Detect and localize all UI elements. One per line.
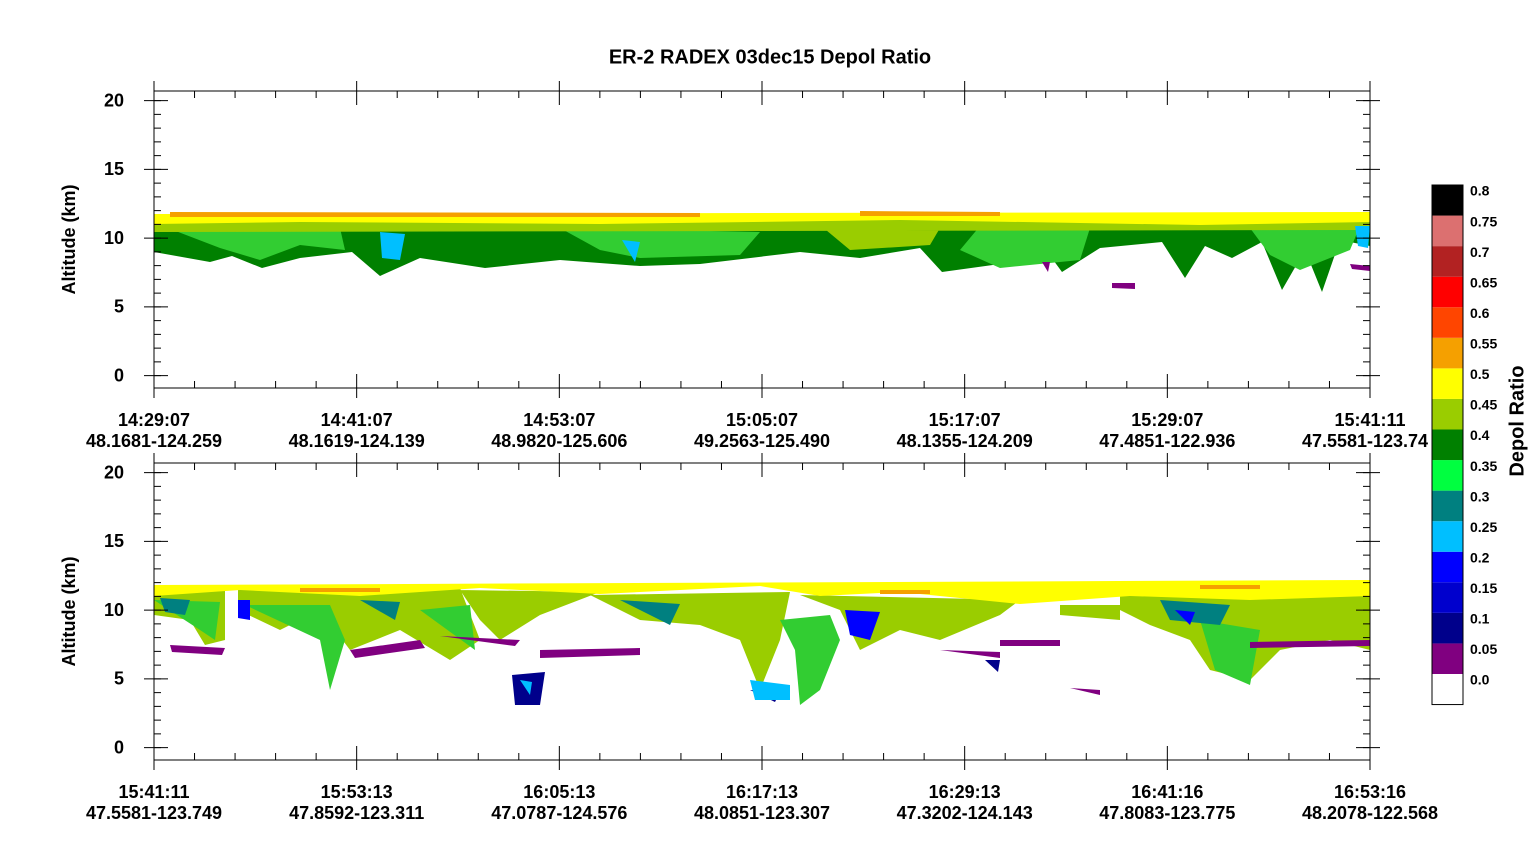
colorbar-tick-label: 0.75 (1470, 213, 1497, 229)
x-tick-time: 15:05:07 (726, 410, 798, 430)
y-tick-label: 10 (104, 600, 124, 620)
colorbar-band (1432, 215, 1463, 247)
colorbar-tick-label: 0.7 (1470, 244, 1490, 260)
colorbar-band (1432, 307, 1463, 338)
y-tick-label: 20 (104, 90, 124, 110)
colorbar-tick-label: 0.15 (1470, 580, 1497, 596)
x-tick-time: 15:53:13 (321, 782, 393, 802)
x-tick-time: 16:29:13 (929, 782, 1001, 802)
y-tick-label: 15 (104, 531, 124, 551)
y-axis-label: Altitude (km) (59, 556, 79, 666)
x-tick-position: 47.4851-122.936 (1099, 431, 1235, 451)
x-tick-position: 48.0851-123.307 (694, 803, 830, 823)
y-tick-label: 0 (114, 365, 124, 385)
x-tick-time: 14:41:07 (321, 410, 393, 430)
colorbar-band (1432, 490, 1463, 522)
colorbar-tick-label: 0.5 (1470, 366, 1490, 382)
colorbar-band (1432, 582, 1463, 613)
x-tick-position: 47.8592-123.311 (289, 803, 424, 823)
x-tick-time: 15:41:11 (118, 782, 189, 802)
x-tick-time: 15:29:07 (1131, 410, 1203, 430)
x-tick-time: 14:29:07 (118, 410, 190, 430)
x-tick-position: 48.2078-122.568 (1302, 803, 1438, 823)
colorbar-tick-label: 0.25 (1470, 519, 1497, 535)
y-tick-label: 5 (114, 297, 124, 317)
colorbar-band (1432, 398, 1463, 430)
colorbar-tick-label: 0.35 (1470, 458, 1497, 474)
colorbar-tick-label: 0.2 (1470, 549, 1490, 565)
x-tick-time: 16:17:13 (726, 782, 798, 802)
x-tick-position: 48.1619-124.139 (289, 431, 425, 451)
colorbar-tick-label: 0.8 (1470, 183, 1490, 199)
y-tick-label: 15 (104, 159, 124, 179)
x-tick-position: 47.5581-123.749 (1302, 431, 1438, 451)
colorbar-tick-label: 0.4 (1470, 427, 1490, 443)
colorbar-tick-label: 0.1 (1470, 611, 1490, 627)
colorbar-label: Depol Ratio (1506, 365, 1528, 476)
cloud-field-top (154, 211, 1370, 292)
y-tick-label: 5 (114, 669, 124, 689)
colorbar-tick-label: 0.3 (1470, 488, 1490, 504)
x-tick-position: 47.0787-124.576 (491, 803, 627, 823)
colorbar-band (1432, 185, 1463, 216)
colorbar-band (1432, 276, 1463, 308)
x-tick-time: 15:17:07 (929, 410, 1001, 430)
x-tick-position: 48.9820-125.606 (491, 431, 627, 451)
colorbar-band (1432, 429, 1463, 461)
y-tick-label: 0 (114, 737, 124, 757)
colorbar-band (1432, 521, 1463, 552)
y-tick-label: 10 (104, 228, 124, 248)
x-tick-position: 47.5581-123.749 (86, 803, 222, 823)
x-tick-time: 16:53:16 (1334, 782, 1406, 802)
colorbar-tick-label: 0.65 (1470, 274, 1497, 290)
colorbar-band (1432, 337, 1463, 369)
colorbar-tick-label: 0.45 (1470, 397, 1497, 413)
colorbar-band (1432, 551, 1463, 583)
colorbar-tick-label: 0.05 (1470, 641, 1497, 657)
cloud-field-bottom (154, 580, 1370, 705)
colorbar-band (1432, 368, 1463, 399)
x-tick-position: 48.1681-124.259 (86, 431, 222, 451)
x-tick-position: 49.2563-125.490 (694, 431, 830, 451)
chart-title: ER-2 RADEX 03dec15 Depol Ratio (609, 46, 931, 68)
x-tick-time: 15:41:11 (1334, 410, 1405, 430)
colorbar-frame (1431, 184, 1464, 706)
y-tick-label: 20 (104, 462, 124, 482)
colorbar-tick-label: 0.55 (1470, 336, 1497, 352)
x-tick-time: 16:05:13 (523, 782, 595, 802)
colorbar-tick-label: 0.0 (1470, 672, 1490, 688)
x-tick-time: 16:41:16 (1131, 782, 1203, 802)
colorbar-tick-label: 0.6 (1470, 305, 1490, 321)
colorbar-band (1432, 643, 1463, 674)
x-tick-position: 48.1355-124.209 (897, 431, 1033, 451)
x-tick-position: 47.3202-124.143 (897, 803, 1033, 823)
y-axis-label: Altitude (km) (59, 184, 79, 294)
colorbar-band (1432, 612, 1463, 644)
colorbar-band (1432, 460, 1463, 491)
colorbar: 0.0 0.05 0.1 0.15 0.2 0.25 0.3 0.35 0.4 0.45 0.5 0.… (1428, 180, 1540, 720)
colorbar-band (1432, 246, 1463, 277)
x-tick-time: 14:53:07 (523, 410, 595, 430)
colorbar-band (1432, 674, 1463, 705)
x-tick-position: 47.8083-123.775 (1099, 803, 1235, 823)
